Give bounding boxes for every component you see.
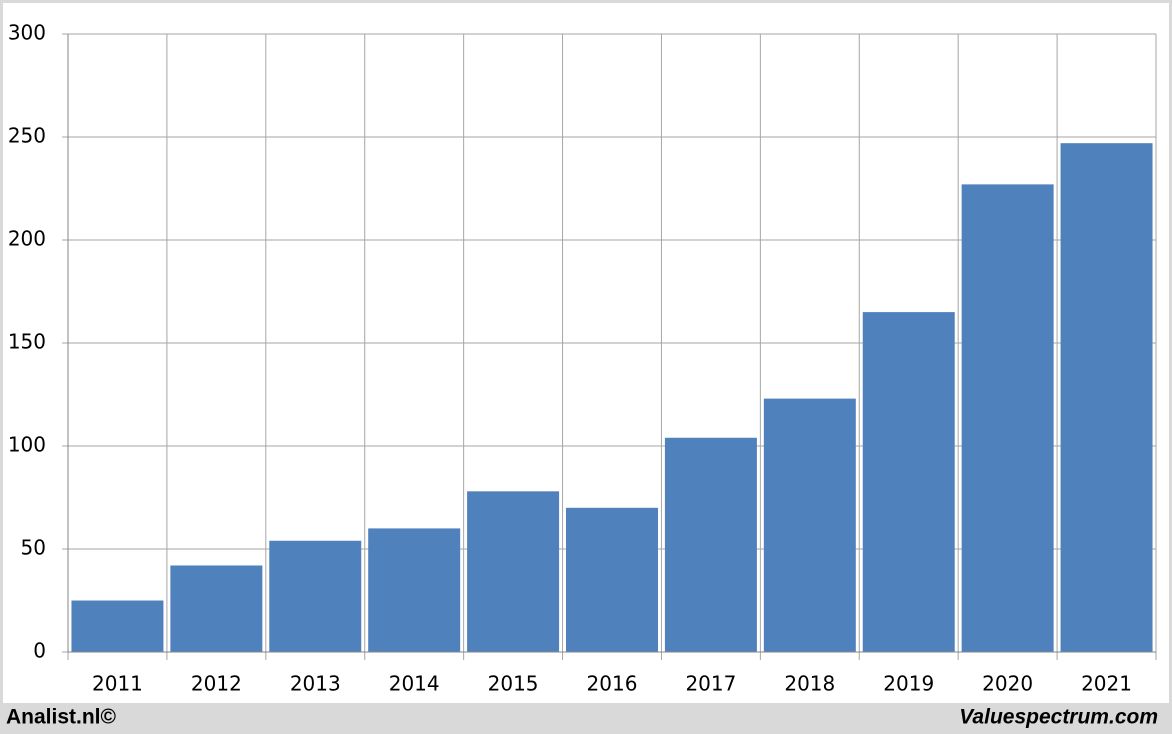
x-tick-label: 2013 (290, 672, 341, 696)
y-tick-label: 0 (33, 639, 46, 663)
y-tick-label: 300 (8, 21, 46, 45)
bar (170, 565, 263, 652)
bar (566, 507, 658, 652)
bar (664, 437, 757, 652)
bar (1060, 143, 1153, 652)
y-tick-label: 200 (8, 227, 46, 251)
x-tick-label: 2015 (488, 672, 539, 696)
bar (961, 184, 1054, 652)
x-tick-label: 2014 (389, 672, 440, 696)
y-tick-label: 150 (8, 330, 46, 354)
bar (368, 528, 461, 652)
x-tick-label: 2011 (92, 672, 143, 696)
x-tick-label: 2012 (191, 672, 242, 696)
bar (269, 540, 362, 652)
x-tick-label: 2018 (784, 672, 835, 696)
bar (763, 398, 856, 652)
y-tick-label: 250 (8, 124, 46, 148)
x-tick-label: 2019 (883, 672, 934, 696)
footer-right: Valuespectrum.com (959, 706, 1158, 729)
bar (862, 312, 955, 652)
x-tick-label: 2017 (685, 672, 736, 696)
x-tick-label: 2021 (1081, 672, 1132, 696)
y-tick-label: 100 (8, 433, 46, 457)
bar (467, 491, 560, 652)
x-tick-label: 2016 (587, 672, 638, 696)
x-tick-label: 2020 (982, 672, 1033, 696)
footer-left: Analist.nl© (6, 706, 117, 729)
y-tick-label: 50 (21, 536, 46, 560)
bar (71, 600, 164, 652)
